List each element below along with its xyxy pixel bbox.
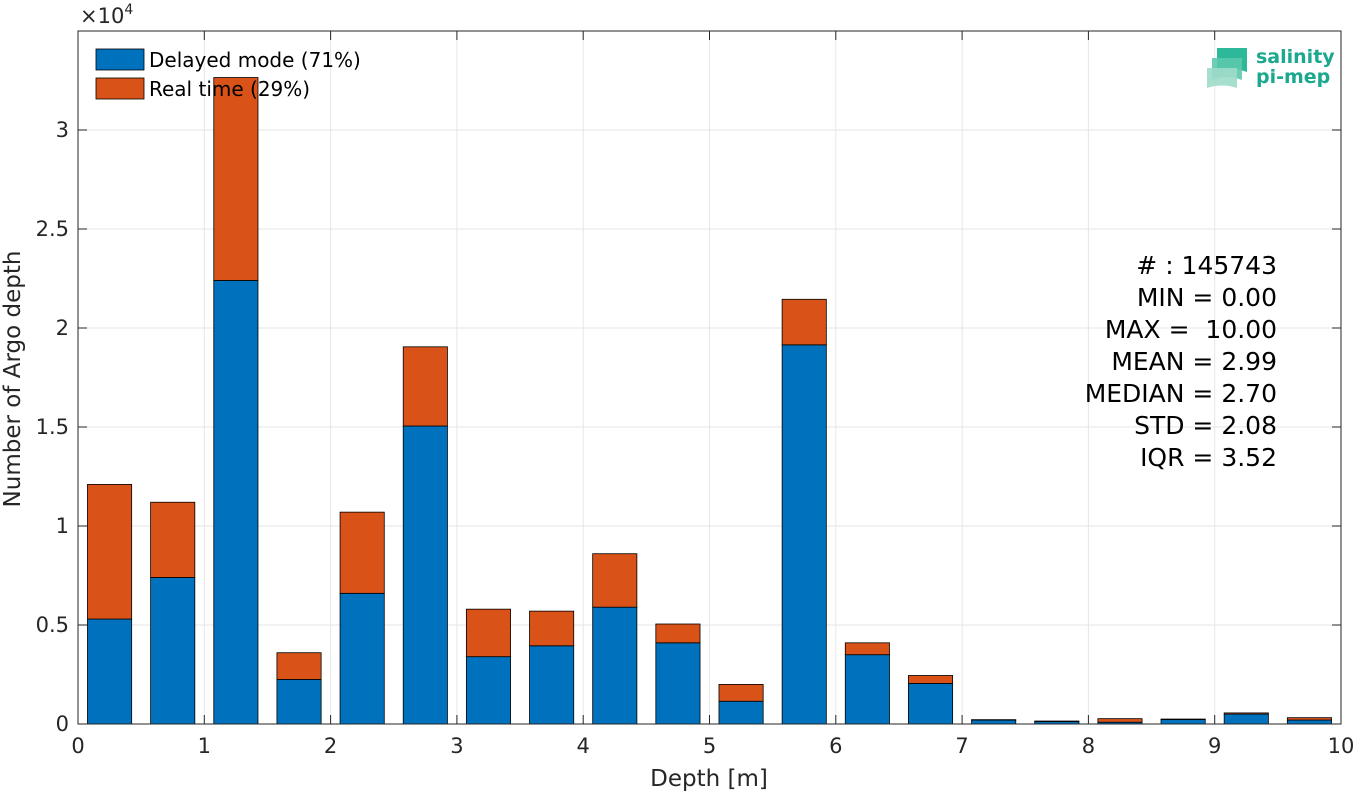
bar-delayed-mode [276,679,322,725]
x-tick-label: 2 [324,734,337,758]
bars [87,77,1332,725]
bar-delayed-mode [655,642,701,725]
y-exponent-label: ×104 [80,2,133,28]
bar-real-time [150,501,196,578]
x-tick-label: 7 [955,734,968,758]
stat-std: STD = 2.08 [1134,411,1277,440]
bar-real-time [718,684,764,702]
bar-delayed-mode [971,719,1017,725]
bar-delayed-mode [908,683,954,725]
bar-real-time [465,608,511,658]
grid-lines [77,31,1342,725]
logo-line1: salinity [1256,46,1335,68]
legend: Delayed mode (71%) Real time (29%) [95,48,361,101]
bar-delayed-mode [339,592,385,725]
x-tick-label: 5 [703,734,716,758]
legend-label-realtime: Real time (29%) [149,77,310,101]
bar-real-time [276,652,322,680]
bar-real-time [213,77,259,281]
legend-swatch-delayed [95,48,145,71]
bar-delayed-mode [1223,713,1269,725]
x-axis-label: Depth [m] [650,766,768,792]
stat-max: MAX = 10.00 [1105,315,1277,344]
y-tick-label: 0.5 [36,613,69,637]
x-tick-label: 1 [198,734,211,758]
bar-real-time [1223,712,1269,715]
y-tick-label: 3 [56,118,69,142]
x-tick-label: 9 [1208,734,1221,758]
statistics-box: # : 145743 MIN = 0.00 MAX = 10.00 MEAN =… [1085,251,1277,472]
y-tick-label: 2 [56,316,69,340]
stat-count: # : 145743 [1136,251,1277,280]
bar-delayed-mode [150,577,196,725]
bar-real-time [592,553,638,608]
y-tick-label: 2.5 [36,217,69,241]
bar-delayed-mode [1286,719,1332,725]
bar-delayed-mode [213,280,259,725]
bar-real-time [339,511,385,594]
x-tick-label: 8 [1082,734,1095,758]
bar-delayed-mode [402,425,448,725]
bar-delayed-mode [592,606,638,725]
bar-real-time [781,298,827,346]
logo-line2: pi-mep [1256,66,1330,88]
stat-min: MIN = 0.00 [1137,283,1277,312]
bar-real-time [908,675,954,684]
stat-mean: MEAN = 2.99 [1111,347,1277,376]
bar-delayed-mode [781,344,827,725]
bar-real-time [844,642,890,656]
x-tick-label: 10 [1328,734,1355,758]
bar-real-time [529,610,575,647]
bar-real-time [1160,718,1206,720]
stat-median: MEDIAN = 2.70 [1085,379,1277,408]
wave-icon [1207,48,1247,88]
x-axis-ticks: 0 1 2 3 4 5 6 7 8 9 10 [71,31,1354,758]
y-tick-label: 1.5 [36,415,69,439]
bar-delayed-mode [87,618,133,725]
bar-delayed-mode [529,645,575,725]
y-tick-label: 0 [56,712,69,736]
bar-real-time [971,719,1017,721]
salinity-pi-mep-logo: salinity pi-mep [1207,46,1335,88]
y-tick-label: 1 [56,514,69,538]
legend-swatch-realtime [95,77,145,100]
y-axis-ticks: 0 0.5 1 1.5 2 2.5 3 [36,118,1341,736]
bar-delayed-mode [844,654,890,725]
x-tick-label: 0 [71,734,84,758]
stat-iqr: IQR = 3.52 [1140,443,1277,472]
legend-label-delayed: Delayed mode (71%) [149,48,361,72]
bar-real-time [1097,718,1143,723]
x-tick-label: 4 [577,734,590,758]
bar-delayed-mode [718,700,764,725]
bar-real-time [402,346,448,427]
bar-real-time [1034,720,1080,723]
bar-real-time [1286,717,1332,721]
bar-real-time [655,623,701,644]
bar-delayed-mode [465,656,511,725]
bar-real-time [87,484,133,620]
bar-delayed-mode [1160,719,1206,725]
x-tick-label: 3 [450,734,463,758]
y-axis-label: Number of Argo depth [0,251,26,508]
x-tick-label: 6 [829,734,842,758]
